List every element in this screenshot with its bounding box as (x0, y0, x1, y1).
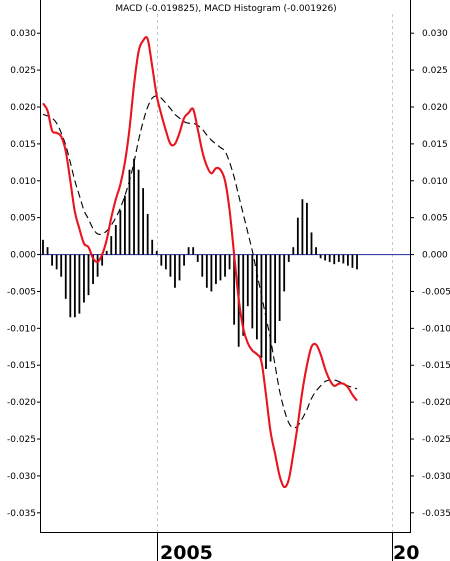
y-tick-label-left: 0.030 (10, 29, 36, 39)
y-tick-label-left: -0.005 (7, 287, 36, 297)
y-tick-label-right: -0.030 (422, 472, 450, 482)
x-tick-label-2005: 2005 (160, 542, 213, 561)
x-tick-label-next-year: 20 (393, 542, 419, 561)
y-axis-left: 0.030 0.025 0.020 0.015 0.010 0.005 0.000 -0.00… (7, 29, 41, 519)
y-tick-label-right: -0.005 (422, 287, 450, 297)
y-tick-label-right: -0.020 (422, 398, 450, 408)
histogram-bars (42, 158, 358, 369)
y-axis-right: 0.030 0.025 0.020 0.015 0.010 0.005 0.000 -0.00… (410, 29, 450, 519)
chart-title: MACD (-0.019825), MACD Histogram (-0.001… (115, 4, 336, 14)
y-tick-label-right: -0.010 (422, 324, 450, 334)
y-tick-label-left: 0.020 (10, 103, 36, 113)
y-tick-label-right: -0.015 (422, 361, 450, 371)
y-tick-label-left: 0.025 (10, 66, 36, 76)
y-tick-label-right: -0.025 (422, 435, 450, 445)
y-tick-label-left: -0.020 (7, 398, 36, 408)
y-tick-label-right: 0.005 (422, 214, 448, 224)
y-tick-label-left: -0.030 (7, 472, 36, 482)
y-tick-label-right: -0.035 (422, 509, 450, 519)
y-tick-label-right: 0.000 (422, 251, 448, 261)
signal-line (42, 95, 358, 429)
y-tick-label-right: 0.030 (422, 29, 448, 39)
y-tick-label-left: -0.010 (7, 324, 36, 334)
x-axis: 2005 20 (157, 533, 419, 561)
y-tick-label-left: -0.015 (7, 361, 36, 371)
y-tick-label-left: -0.025 (7, 435, 36, 445)
y-tick-label-right: 0.015 (422, 140, 448, 150)
y-tick-label-left: 0.015 (10, 140, 36, 150)
y-tick-label-left: 0.005 (10, 214, 36, 224)
y-tick-label-right: 0.020 (422, 103, 448, 113)
macd-line (42, 36, 358, 489)
y-tick-label-right: 0.025 (422, 66, 448, 76)
y-tick-label-left: -0.035 (7, 509, 36, 519)
y-tick-label-right: 0.010 (422, 177, 448, 187)
y-tick-label-left: 0.000 (10, 251, 36, 261)
y-tick-label-left: 0.010 (10, 177, 36, 187)
